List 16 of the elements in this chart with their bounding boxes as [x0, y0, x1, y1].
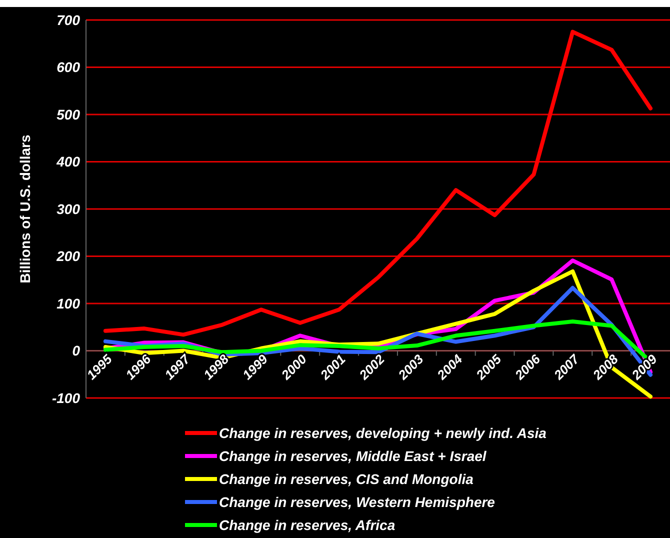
y-tick-label: 300: [56, 200, 80, 217]
y-tick-label: 500: [56, 106, 80, 122]
legend-label: Change in reserves, CIS and Mongolia: [219, 470, 474, 487]
y-axis-title: Billions of U.S. dollars: [17, 134, 33, 284]
y-tick-label: 400: [56, 154, 80, 170]
line-series: [103, 30, 653, 337]
y-tick-label: 600: [56, 59, 80, 76]
legend-label: Change in reserves, Africa: [219, 516, 396, 533]
legend-label: Change in reserves, Middle East + Israel: [219, 448, 488, 464]
y-tick-label: -100: [52, 390, 80, 406]
y-tick-label: 100: [56, 295, 80, 312]
legend-label: Change in reserves, developing + newly ind. Asia: [219, 424, 547, 441]
y-tick-label: 0: [72, 342, 80, 359]
y-tick-label: 700: [56, 12, 80, 28]
legend-label: Change in reserves, Western Hemisphere: [219, 494, 496, 510]
y-tick-label: 200: [56, 248, 80, 264]
